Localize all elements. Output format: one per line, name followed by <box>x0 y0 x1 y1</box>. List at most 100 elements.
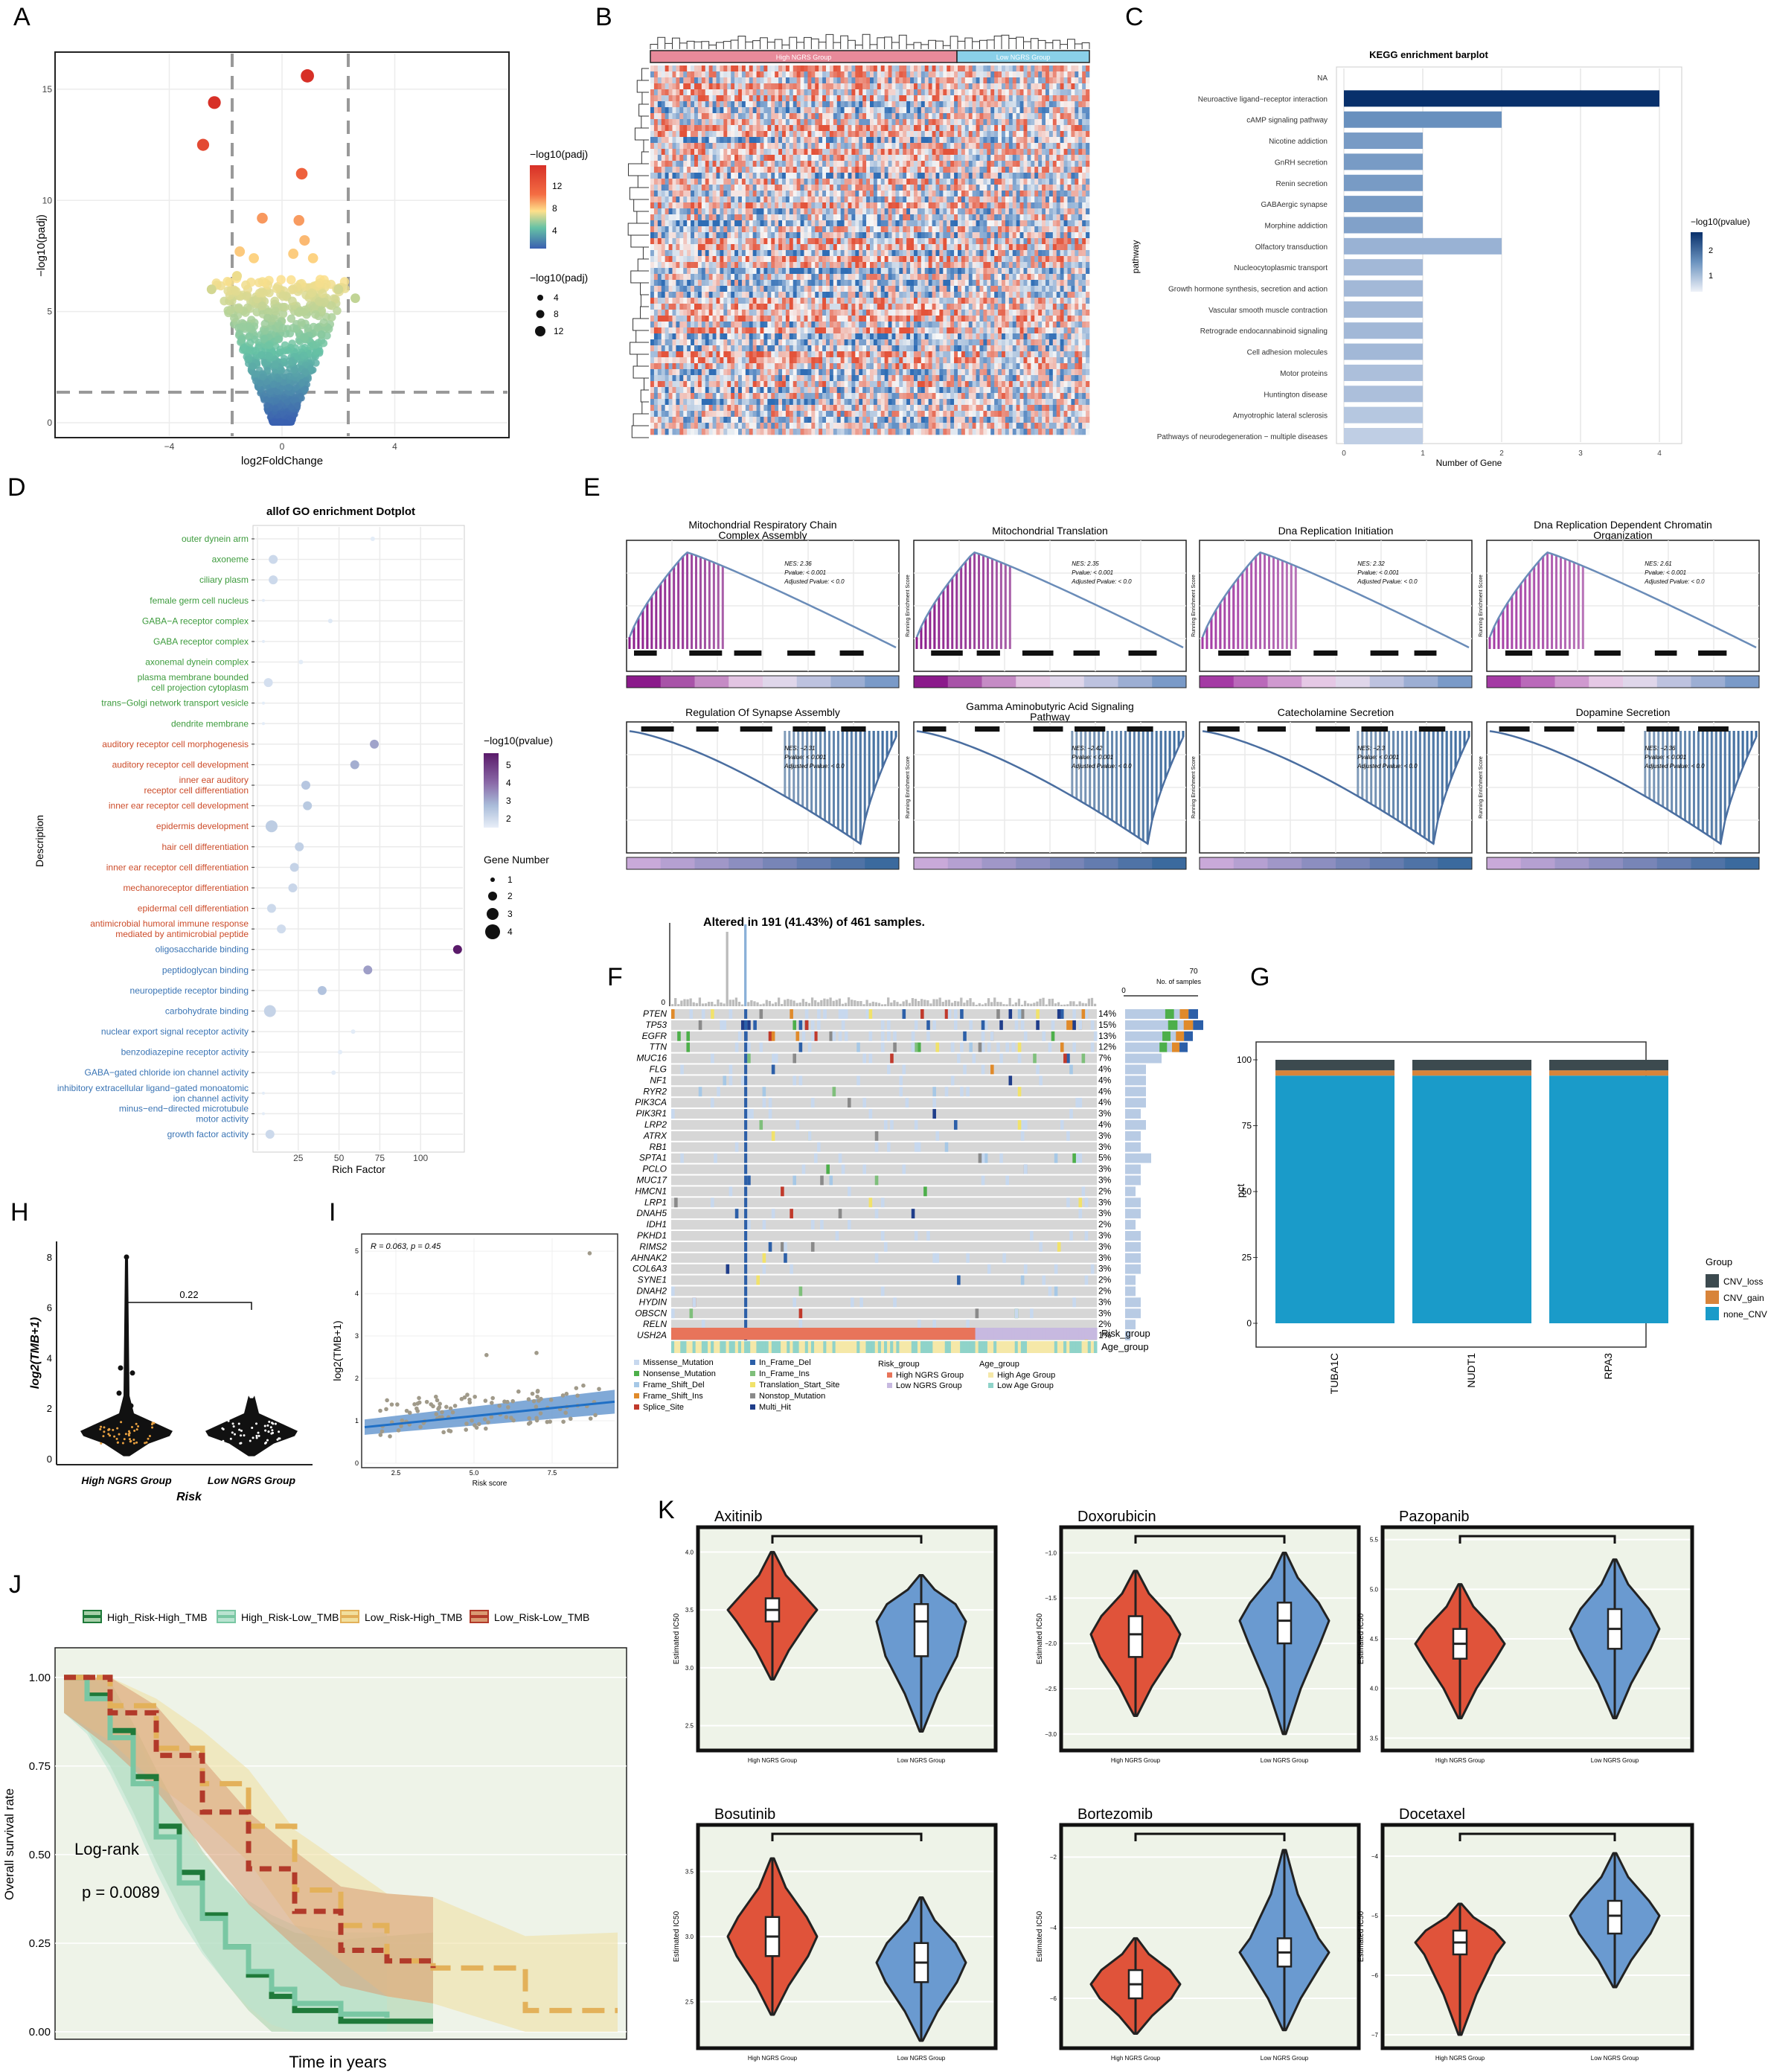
heatmap-cell <box>935 95 940 102</box>
heatmap-cell <box>738 71 743 78</box>
heatmap-cell <box>683 179 688 185</box>
heatmap-cell <box>807 191 812 197</box>
heatmap-cell <box>903 155 907 162</box>
heatmap-cell <box>712 77 717 84</box>
heatmap-cell <box>800 208 804 215</box>
heatmap-cell <box>1019 191 1024 197</box>
heatmap-cell <box>1086 107 1090 114</box>
heatmap-cell <box>920 191 926 197</box>
heatmap-cell <box>968 226 973 233</box>
heatmap-cell <box>785 125 790 132</box>
heatmap-cell <box>899 149 903 156</box>
heatmap-cell <box>891 191 896 197</box>
heatmap-cell <box>935 214 940 221</box>
heatmap-cell <box>910 65 915 72</box>
heatmap-cell <box>862 83 867 90</box>
heatmap-cell <box>1078 125 1083 132</box>
heatmap-cell <box>888 167 892 173</box>
heatmap-cell <box>1034 149 1039 156</box>
heatmap-cell <box>752 71 757 78</box>
heatmap-cell <box>731 191 735 197</box>
heatmap-cell <box>1086 208 1090 215</box>
heatmap-cell <box>653 137 659 144</box>
heatmap-cell <box>679 125 684 132</box>
heatmap-cell <box>792 143 797 150</box>
heatmap-cell <box>822 113 827 120</box>
heatmap-cell <box>789 161 794 167</box>
heatmap-cell <box>738 155 743 162</box>
heatmap-cell <box>756 101 760 108</box>
heatmap-cell <box>932 202 936 209</box>
heatmap-cell <box>653 65 659 72</box>
heatmap-group-label-high: High NGRS Group <box>776 54 832 61</box>
heatmap-cell <box>1048 173 1054 179</box>
heatmap-cell <box>734 71 739 78</box>
heatmap-cell <box>1042 173 1046 179</box>
heatmap-cell <box>998 89 1002 96</box>
heatmap-cell <box>653 101 659 108</box>
heatmap-cell <box>727 232 731 239</box>
heatmap-cell <box>866 196 871 203</box>
heatmap-cell <box>979 119 984 126</box>
heatmap-cell <box>738 65 743 72</box>
heatmap-cell <box>1060 179 1064 185</box>
heatmap-cell <box>661 149 665 156</box>
heatmap-cell <box>851 83 856 90</box>
heatmap-cell <box>657 101 662 108</box>
heatmap-cell <box>1067 107 1072 114</box>
heatmap-cell <box>1045 125 1050 132</box>
heatmap-cell <box>987 214 991 221</box>
heatmap-cell <box>679 167 684 173</box>
heatmap-cell <box>691 244 695 251</box>
heatmap-cell <box>935 113 940 120</box>
heatmap-cell <box>668 155 673 162</box>
heatmap-cell <box>840 149 845 156</box>
heatmap-cell <box>731 125 735 132</box>
heatmap-cell <box>822 214 827 221</box>
heatmap-cell <box>789 202 794 209</box>
heatmap-cell <box>752 101 757 108</box>
heatmap-cell <box>851 101 856 108</box>
heatmap-cell <box>653 143 659 150</box>
heatmap-cell <box>665 220 669 227</box>
heatmap-cell <box>870 143 874 150</box>
heatmap-cell <box>1056 155 1060 162</box>
heatmap-cell <box>752 167 757 173</box>
heatmap-cell <box>935 179 940 185</box>
heatmap-cell <box>763 185 768 191</box>
heatmap-cell <box>1019 185 1024 191</box>
heatmap-cell <box>877 208 882 215</box>
heatmap-cell <box>1078 119 1083 126</box>
heatmap-cell <box>1056 185 1060 191</box>
heatmap-cell <box>1034 191 1039 197</box>
heatmap-cell <box>870 238 874 245</box>
volcano-background-point <box>298 379 306 387</box>
heatmap-cell <box>1082 161 1086 167</box>
heatmap-cell <box>1063 196 1068 203</box>
heatmap-cell <box>701 167 706 173</box>
heatmap-cell <box>998 137 1002 144</box>
heatmap-cell <box>756 155 760 162</box>
heatmap-cell <box>760 95 764 102</box>
heatmap-cell <box>771 107 775 114</box>
heatmap-cell <box>1005 161 1010 167</box>
heatmap-cell <box>873 185 878 191</box>
heatmap-cell <box>687 119 691 126</box>
heatmap-cell <box>811 191 816 197</box>
heatmap-cell <box>1078 161 1083 167</box>
volcano-background-point <box>271 307 280 316</box>
heatmap-cell <box>1060 107 1064 114</box>
heatmap-cell <box>826 137 830 144</box>
heatmap-cell <box>694 101 699 108</box>
heatmap-cell <box>1082 95 1086 102</box>
heatmap-cell <box>903 185 907 191</box>
heatmap-cell <box>976 232 980 239</box>
heatmap-cell <box>1086 202 1090 209</box>
heatmap-cell <box>716 65 720 72</box>
heatmap-cell <box>723 125 728 132</box>
heatmap-cell <box>727 95 731 102</box>
heatmap-cell <box>763 119 768 126</box>
heatmap-cell <box>1034 125 1039 132</box>
heatmap-cell <box>935 83 940 90</box>
heatmap-cell <box>687 208 691 215</box>
